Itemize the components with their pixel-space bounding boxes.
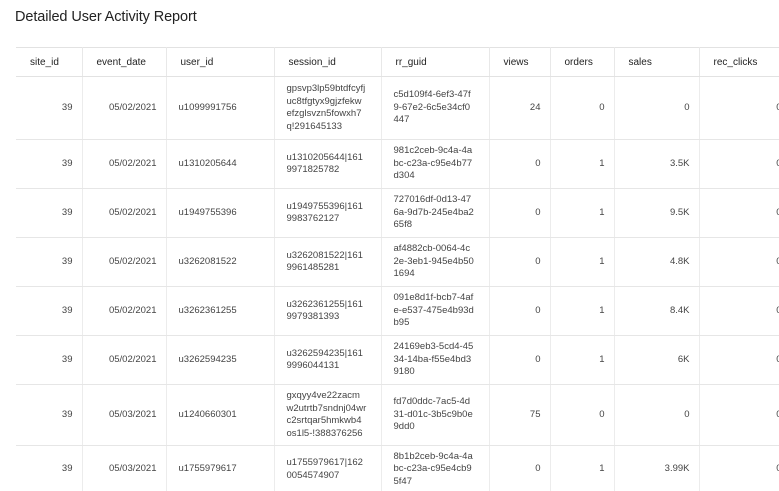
cell-views: 0 xyxy=(489,188,551,238)
table-row[interactable]: 39 05/02/2021 u1310205644 u1310205644|16199… xyxy=(16,139,779,189)
cell-sales: 0 xyxy=(614,384,700,446)
cell-views: 0 xyxy=(489,139,551,189)
cell-sales: 3.5K xyxy=(614,139,700,189)
cell-rr-guid: c5d109f4-6ef3-47f9-67e2-6c5e34cf0447 xyxy=(381,76,490,140)
cell-event-date: 05/02/2021 xyxy=(82,76,167,140)
cell-user-id: u1755979617 xyxy=(166,445,275,491)
cell-views: 0 xyxy=(489,237,551,287)
cell-sales: 6K xyxy=(614,335,700,385)
column-header-orders[interactable]: orders xyxy=(550,47,615,77)
cell-site-id: 39 xyxy=(16,445,83,491)
table-row[interactable]: 39 05/02/2021 u1099991756 gpsvp3lp59btdfcyf… xyxy=(16,76,779,140)
column-header-rec-clicks[interactable]: rec_clicks xyxy=(699,47,779,77)
cell-views: 75 xyxy=(489,384,551,446)
cell-session-id: u3262361255|1619979381393 xyxy=(274,286,382,336)
column-header-event-date[interactable]: event_date xyxy=(82,47,167,77)
cell-event-date: 05/02/2021 xyxy=(82,335,167,385)
cell-site-id: 39 xyxy=(16,237,83,287)
cell-rec-clicks: 0 xyxy=(699,237,779,287)
cell-rec-clicks: 0 xyxy=(699,335,779,385)
cell-rr-guid: 727016df-0d13-476a-9d7b-245e4ba265f8 xyxy=(381,188,490,238)
column-header-session-id[interactable]: session_id xyxy=(274,47,382,77)
cell-session-id: gpsvp3lp59btdfcyfjuc8tfgtyx9gjzfekwefzgl… xyxy=(274,76,382,140)
table-row[interactable]: 39 05/02/2021 u3262594235 u3262594235|16199… xyxy=(16,335,779,385)
cell-sales: 8.4K xyxy=(614,286,700,336)
column-header-rr-guid[interactable]: rr_guid xyxy=(381,47,490,77)
cell-sales: 0 xyxy=(614,76,700,140)
cell-sales: 3.99K xyxy=(614,445,700,491)
cell-rr-guid: 091e8d1f-bcb7-4afe-e537-475e4b93db95 xyxy=(381,286,490,336)
cell-rr-guid: fd7d0ddc-7ac5-4d31-d01c-3b5c9b0e9dd0 xyxy=(381,384,490,446)
cell-event-date: 05/02/2021 xyxy=(82,139,167,189)
cell-session-id: gxqyy4ve22zacmw2utrtb7sndnj04wrc2srtqar5… xyxy=(274,384,382,446)
cell-user-id: u3262361255 xyxy=(166,286,275,336)
table-row[interactable]: 39 05/02/2021 u3262361255 u3262361255|16199… xyxy=(16,286,779,336)
cell-rec-clicks: 0 xyxy=(699,76,779,140)
cell-views: 0 xyxy=(489,286,551,336)
report-table-container[interactable]: site_id event_date user_id session_id rr_gui… xyxy=(16,47,779,491)
cell-user-id: u3262081522 xyxy=(166,237,275,287)
cell-rec-clicks: 0 xyxy=(699,445,779,491)
cell-views: 24 xyxy=(489,76,551,140)
cell-event-date: 05/02/2021 xyxy=(82,188,167,238)
cell-user-id: u3262594235 xyxy=(166,335,275,385)
cell-rr-guid: 8b1b2ceb-9c4a-4abc-c23a-c95e4cb95f47 xyxy=(381,445,490,491)
cell-session-id: u1949755396|1619983762127 xyxy=(274,188,382,238)
report-title: Detailed User Activity Report xyxy=(15,9,197,25)
cell-rec-clicks: 0 xyxy=(699,286,779,336)
table-row[interactable]: 39 05/02/2021 u3262081522 u3262081522|16199… xyxy=(16,237,779,287)
cell-user-id: u1240660301 xyxy=(166,384,275,446)
cell-event-date: 05/02/2021 xyxy=(82,237,167,287)
cell-user-id: u1949755396 xyxy=(166,188,275,238)
cell-site-id: 39 xyxy=(16,286,83,336)
column-header-sales[interactable]: sales xyxy=(614,47,700,77)
column-header-user-id[interactable]: user_id xyxy=(166,47,275,77)
cell-rr-guid: af4882cb-0064-4c2e-3eb1-945e4b501694 xyxy=(381,237,490,287)
cell-orders: 1 xyxy=(550,445,615,491)
cell-session-id: u3262594235|1619996044131 xyxy=(274,335,382,385)
cell-sales: 9.5K xyxy=(614,188,700,238)
cell-orders: 1 xyxy=(550,139,615,189)
cell-rec-clicks: 0 xyxy=(699,188,779,238)
table-row[interactable]: 39 05/03/2021 u1240660301 gxqyy4ve22zacmw2u… xyxy=(16,384,779,446)
cell-rec-clicks: 0 xyxy=(699,384,779,446)
table-row[interactable]: 39 05/02/2021 u1949755396 u1949755396|16199… xyxy=(16,188,779,238)
cell-session-id: u1310205644|1619971825782 xyxy=(274,139,382,189)
cell-site-id: 39 xyxy=(16,335,83,385)
cell-event-date: 05/03/2021 xyxy=(82,384,167,446)
cell-site-id: 39 xyxy=(16,76,83,140)
cell-session-id: u1755979617|1620054574907 xyxy=(274,445,382,491)
column-header-views[interactable]: views xyxy=(489,47,551,77)
cell-event-date: 05/02/2021 xyxy=(82,286,167,336)
header-row: site_id event_date user_id session_id rr_gui… xyxy=(16,47,779,77)
cell-orders: 1 xyxy=(550,237,615,287)
cell-site-id: 39 xyxy=(16,188,83,238)
cell-rr-guid: 24169eb3-5cd4-4534-14ba-f55e4bd39180 xyxy=(381,335,490,385)
cell-orders: 0 xyxy=(550,76,615,140)
cell-orders: 0 xyxy=(550,384,615,446)
cell-user-id: u1310205644 xyxy=(166,139,275,189)
cell-sales: 4.8K xyxy=(614,237,700,287)
cell-rec-clicks: 0 xyxy=(699,139,779,189)
cell-session-id: u3262081522|1619961485281 xyxy=(274,237,382,287)
table-row[interactable]: 39 05/03/2021 u1755979617 u1755979617|16200… xyxy=(16,445,779,491)
cell-orders: 1 xyxy=(550,335,615,385)
cell-views: 0 xyxy=(489,335,551,385)
column-header-site-id[interactable]: site_id xyxy=(16,47,83,77)
cell-orders: 1 xyxy=(550,188,615,238)
report-table: site_id event_date user_id session_id rr_gui… xyxy=(16,47,779,491)
cell-views: 0 xyxy=(489,445,551,491)
cell-site-id: 39 xyxy=(16,139,83,189)
cell-rr-guid: 981c2ceb-9c4a-4abc-c23a-c95e4b77d304 xyxy=(381,139,490,189)
cell-user-id: u1099991756 xyxy=(166,76,275,140)
cell-event-date: 05/03/2021 xyxy=(82,445,167,491)
cell-orders: 1 xyxy=(550,286,615,336)
cell-site-id: 39 xyxy=(16,384,83,446)
